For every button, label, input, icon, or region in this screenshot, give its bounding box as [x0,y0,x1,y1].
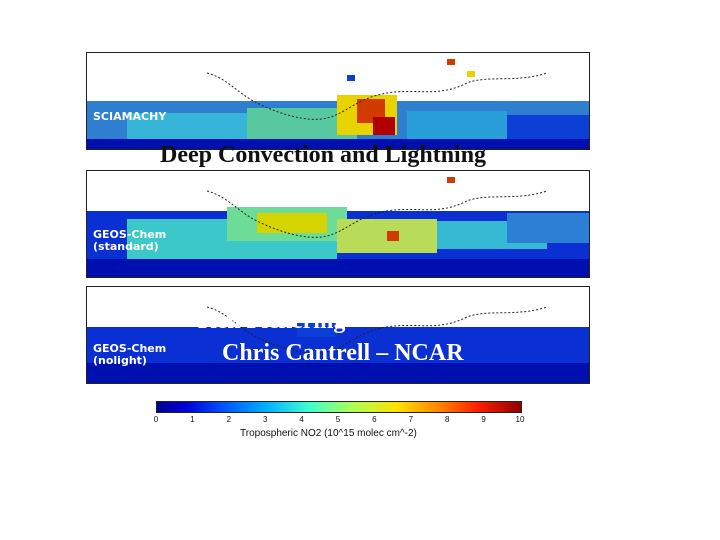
colorbar-tick-label: 6 [372,415,377,424]
colorbar-tick-label: 5 [335,415,341,424]
colorbar-tick-label: 4 [299,415,304,424]
colorbar-tick-label: 10 [515,415,525,424]
map-panel-geos-chem-standard: GEOS-Chem (standard) [86,170,590,278]
sciamachy-map [87,59,589,149]
colorbar [156,401,522,413]
colorbar-tick-label: 8 [444,415,450,424]
colorbar-label: Tropospheric NO2 (10^15 molec cm^-2) [240,428,417,439]
colorbar-tick-label: 7 [408,415,414,424]
overlay-credit-line2: Chris Cantrell – NCAR [222,340,464,366]
geos-chem-nolight-map [87,306,589,383]
geos-chem-standard-map [87,177,589,277]
map-panel-geos-chem-nolight: GEOS-Chem (nolight) [86,286,590,384]
overlay-title: Deep Convection and Lightning [160,142,487,168]
colorbar-tick-label: 9 [481,415,486,424]
panel-label-geos-chem-standard: GEOS-Chem (standard) [93,228,167,253]
map-panel-sciamachy: SCIAMACHY [86,52,590,150]
colorbar-tick-label: 0 [153,415,159,424]
colorbar-tick-label: 1 [190,415,195,424]
panel-label-geos-chem-nolight: GEOS-Chem (nolight) [93,342,167,367]
overlay-credit-line1: Ken Pickering [198,308,346,334]
colorbar-tick-label: 2 [226,415,232,424]
panel-label-sciamachy: SCIAMACHY [93,110,167,123]
colorbar-tick-label: 3 [262,415,268,424]
